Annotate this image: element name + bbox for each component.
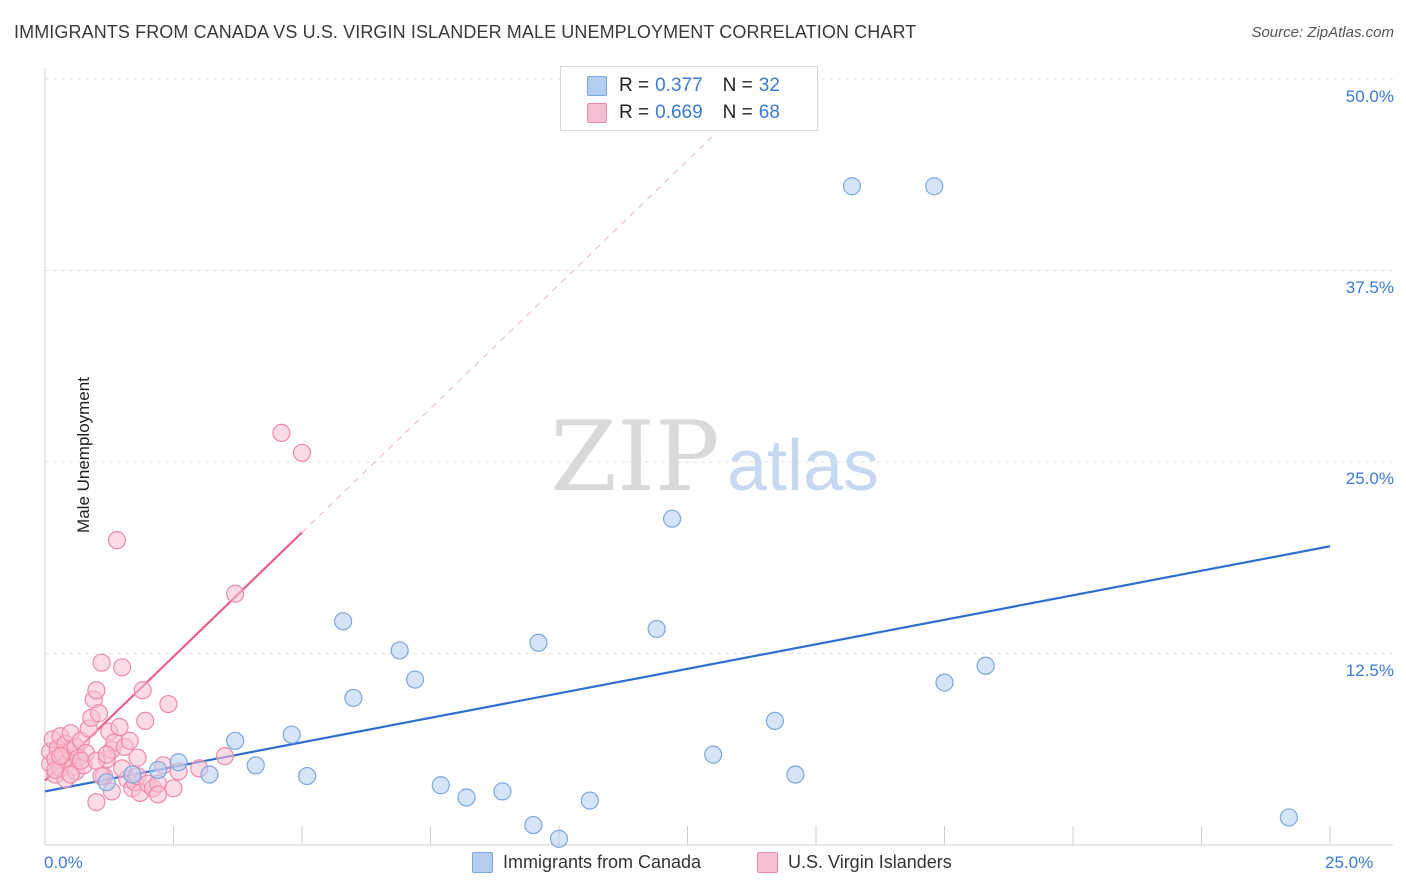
legend-label-canada: Immigrants from Canada [503, 852, 702, 872]
virgin-islander-point [272, 423, 291, 442]
virgin-islander-point [110, 717, 129, 737]
n-label: N = [722, 75, 753, 96]
n-label: N = [722, 102, 753, 123]
virgin-islander-point [61, 765, 80, 784]
virgin-islander-point [112, 658, 132, 677]
virgin-islander-point [87, 681, 106, 700]
legend-swatch-virgin-islanders [587, 103, 607, 123]
canada-point [298, 766, 317, 786]
virgin-islander-point [51, 747, 70, 766]
canada-point [925, 177, 944, 196]
virgin-islander-point [89, 704, 109, 723]
trendline-0 [44, 545, 1331, 793]
y-tick-label-25: 25.0% [1345, 469, 1394, 488]
canada-point [786, 765, 805, 784]
source-label: Source: ZipAtlas.com [1251, 24, 1394, 41]
canada-point [246, 756, 265, 775]
virgin-islander-point [71, 751, 91, 770]
legend-item-canada[interactable]: Immigrants from Canada [472, 852, 701, 873]
chart-title: IMMIGRANTS FROM CANADA VS U.S. VIRGIN IS… [14, 22, 917, 42]
canada-point [405, 670, 425, 689]
legend-swatch-canada [587, 76, 607, 96]
virgin-islander-point [215, 747, 234, 766]
canada-point [457, 788, 476, 807]
x-tick-label-end: 25.0% [1325, 853, 1374, 872]
legend-label-virgin-islanders: U.S. Virgin Islanders [788, 852, 952, 872]
legend-row-canada: R = 0.377 N = 32 [587, 74, 780, 98]
y-tick-label-12-5: 12.5% [1345, 661, 1394, 680]
virgin-islander-point [133, 681, 152, 700]
virgin-islander-point [128, 748, 147, 767]
r-value: 0.669 [655, 102, 703, 123]
watermark: ZIP atlas [550, 401, 879, 513]
canada-point [935, 673, 954, 692]
y-tick-label-50: 50.0% [1345, 87, 1394, 106]
correlation-legend: R = 0.377 N = 32 R = 0.669 N = 68 [560, 66, 818, 131]
r-value: 0.377 [655, 75, 703, 96]
legend-item-virgin-islanders[interactable]: U.S. Virgin Islanders [757, 852, 952, 873]
canada-point [580, 791, 599, 810]
n-value: 32 [758, 75, 780, 96]
watermark-atlas: atlas [727, 426, 879, 506]
canada-point [334, 612, 353, 631]
canada-point [549, 829, 569, 848]
points-layer [41, 177, 1298, 848]
canada-point [842, 177, 862, 196]
virgin-islander-point [148, 785, 168, 804]
canada-point [765, 711, 784, 731]
canada-point [647, 619, 666, 639]
canada-point [529, 633, 548, 652]
canada-point [97, 773, 116, 792]
y-axis-label: Male Unemployment [73, 377, 93, 533]
canada-point [662, 509, 682, 528]
virgin-islander-point [159, 694, 178, 714]
virgin-islander-point [120, 731, 139, 750]
virgin-islander-point [97, 745, 116, 764]
canada-point [123, 765, 142, 784]
legend-row-virgin-islanders: R = 0.669 N = 68 [587, 101, 780, 125]
virgin-islander-point [164, 779, 183, 798]
x-tick-label-start: 0.0% [44, 853, 83, 872]
virgin-islander-point [107, 531, 127, 550]
canada-point [226, 731, 245, 750]
grid-layer [45, 78, 1393, 654]
canada-point [524, 815, 543, 835]
legend-swatch-canada [472, 852, 493, 873]
virgin-islander-point [226, 584, 245, 603]
canada-point [704, 745, 723, 764]
canada-point [1279, 808, 1298, 827]
canada-point [282, 725, 301, 744]
canada-point [169, 753, 188, 772]
series-legend: Immigrants from Canada U.S. Virgin Islan… [0, 852, 1406, 876]
watermark-zip: ZIP [550, 401, 719, 513]
virgin-islander-point [292, 443, 312, 462]
canada-point [390, 641, 409, 660]
virgin-islander-point [136, 711, 155, 731]
n-value: 68 [758, 102, 780, 123]
r-label: R = [619, 75, 650, 96]
y-tick-label-37-5: 37.5% [1345, 278, 1394, 297]
canada-point [148, 760, 168, 780]
canada-point [976, 656, 995, 675]
canada-point [431, 776, 450, 795]
legend-swatch-virgin-islanders [757, 852, 778, 873]
canada-point [493, 782, 512, 801]
virgin-islander-point [92, 653, 111, 672]
virgin-islander-point [87, 793, 106, 812]
r-label: R = [619, 102, 650, 123]
canada-point [200, 765, 219, 784]
canada-point [344, 688, 363, 708]
